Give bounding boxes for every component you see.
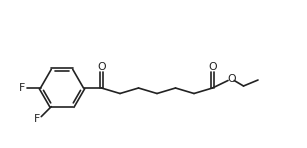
Text: O: O [227, 74, 236, 84]
Text: O: O [97, 62, 106, 71]
Text: O: O [208, 62, 217, 71]
Text: F: F [19, 83, 25, 93]
Text: F: F [34, 114, 40, 124]
